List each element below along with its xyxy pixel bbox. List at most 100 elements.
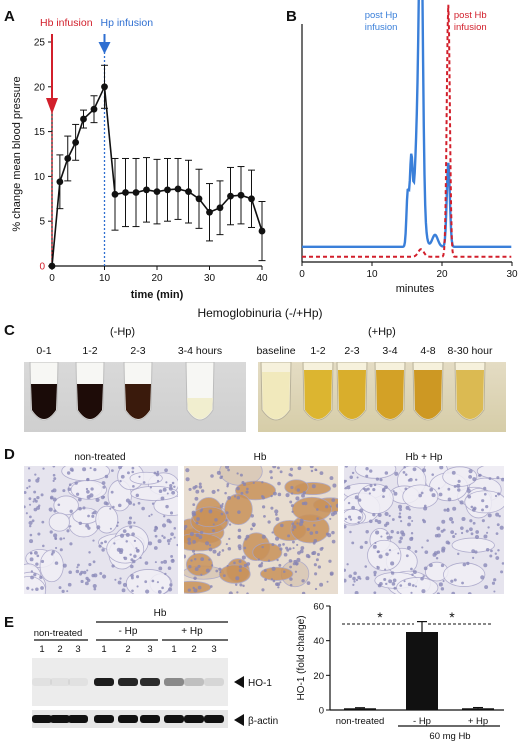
nucleus <box>325 505 329 509</box>
nucleus <box>153 546 158 550</box>
nucleus <box>113 542 116 545</box>
nucleus <box>306 527 310 531</box>
nucleus <box>286 548 290 552</box>
nucleus <box>385 582 388 586</box>
series-line <box>51 83 263 267</box>
nucleus <box>396 531 400 535</box>
nucleus <box>335 503 338 508</box>
nucleus <box>166 492 169 495</box>
nucleus <box>176 543 178 547</box>
nucleus <box>278 543 282 547</box>
nucleus <box>118 503 122 508</box>
nucleus <box>397 504 403 509</box>
nucleus <box>384 485 388 490</box>
nucleus <box>211 489 216 494</box>
nucleus <box>494 494 498 498</box>
nucleus <box>195 489 200 494</box>
nucleus <box>154 534 158 538</box>
nucleus <box>494 552 497 555</box>
nucleus <box>261 534 266 539</box>
nucleus <box>369 469 373 473</box>
nucleus <box>432 552 437 557</box>
nucleus <box>190 559 193 562</box>
nucleus <box>98 544 102 548</box>
nucleus <box>100 541 104 545</box>
histology-hb-hp <box>344 466 504 594</box>
nucleus <box>86 477 90 482</box>
nucleus <box>88 562 92 567</box>
nucleus <box>289 577 293 581</box>
nucleus <box>290 504 294 508</box>
nucleus <box>272 579 276 583</box>
nucleus <box>157 590 162 594</box>
nucleus <box>388 579 393 584</box>
nucleus <box>32 500 35 503</box>
nucleus <box>344 466 348 468</box>
nucleus <box>228 523 232 526</box>
nucleus <box>187 537 191 542</box>
nucleus <box>301 493 305 498</box>
nucleus <box>393 586 397 590</box>
nucleus <box>137 501 141 505</box>
nucleus <box>216 470 221 475</box>
nucleus <box>470 505 474 509</box>
nucleus <box>292 547 295 550</box>
data-point <box>164 186 171 194</box>
nucleus <box>150 513 153 516</box>
nucleus <box>452 534 456 539</box>
nucleus <box>390 571 395 575</box>
nucleus <box>309 466 314 469</box>
nucleus <box>169 484 173 488</box>
nucleus <box>348 574 353 578</box>
nucleus <box>493 578 497 582</box>
nucleus <box>289 467 294 471</box>
nucleus <box>138 475 141 478</box>
nucleus <box>357 521 360 524</box>
nucleus <box>163 515 166 518</box>
nucleus <box>118 466 122 470</box>
nucleus <box>394 471 399 476</box>
nucleus <box>29 533 33 537</box>
nucleus <box>333 510 338 515</box>
nucleus <box>329 572 334 576</box>
nucleus <box>91 514 95 518</box>
nucleus <box>133 539 137 543</box>
ho1-label: HO-1 <box>248 678 272 689</box>
bar <box>344 708 376 710</box>
tube-label: 1-2 <box>82 345 98 357</box>
nucleus <box>377 519 382 525</box>
nucleus <box>136 575 140 579</box>
nucleus <box>467 494 472 499</box>
nucleus <box>238 559 242 563</box>
tubule <box>48 512 70 532</box>
nucleus <box>306 581 311 585</box>
nucleus <box>291 510 294 513</box>
nucleus <box>162 487 167 492</box>
nucleus <box>331 539 336 544</box>
ho1-arrow-icon <box>234 676 244 688</box>
tubule <box>443 562 486 587</box>
y-tick-label: 10 <box>34 172 46 183</box>
blot-lane-number: 3 <box>147 644 152 655</box>
nucleus <box>31 588 34 591</box>
nucleus <box>87 526 91 530</box>
nucleus <box>480 575 485 580</box>
nucleus <box>34 473 37 476</box>
nucleus <box>418 493 422 498</box>
nucleus <box>428 563 433 568</box>
nucleus <box>319 471 324 476</box>
nucleus <box>423 506 428 511</box>
data-point <box>185 188 192 196</box>
nucleus <box>76 492 80 496</box>
nucleus <box>39 575 43 580</box>
nucleus <box>131 466 135 470</box>
nucleus <box>388 548 392 552</box>
data-point <box>90 105 98 113</box>
nucleus <box>198 482 202 486</box>
nucleus <box>472 521 476 525</box>
nucleus <box>42 544 45 548</box>
nucleus <box>225 543 228 546</box>
nucleus <box>227 496 231 500</box>
y-axis-title: % change mean blood pressure <box>11 76 23 231</box>
nucleus <box>457 488 461 492</box>
